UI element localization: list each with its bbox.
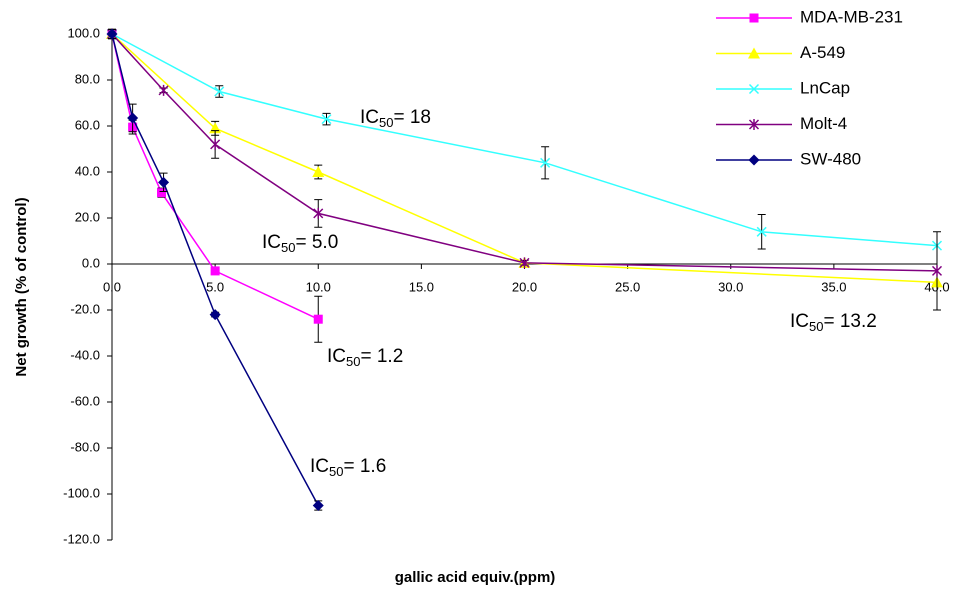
y-tick-label: -40.0 (70, 347, 100, 362)
x-tick-label: 10.0 (306, 279, 331, 294)
y-tick-label: 60.0 (75, 117, 100, 132)
annotation-label: IC (310, 456, 329, 477)
marker (209, 309, 221, 321)
x-tick-label: 20.0 (512, 279, 537, 294)
marker (313, 314, 323, 324)
annotation: IC50= 1.6 (310, 456, 386, 479)
y-tick-label: -20.0 (70, 301, 100, 316)
y-tick-label: 80.0 (75, 71, 100, 86)
annotation-subscript: 50 (281, 240, 295, 255)
legend-label: LnCap (800, 78, 850, 97)
y-tick-label: -100.0 (63, 485, 100, 500)
annotation: IC50= 1.2 (327, 346, 403, 369)
annotation-label: IC (262, 232, 281, 253)
annotation-text: = 13.2 (823, 311, 876, 332)
y-tick-label: 0.0 (82, 255, 100, 270)
marker (748, 47, 760, 59)
annotation-label: IC (360, 107, 379, 128)
marker (748, 119, 760, 130)
annotation-label: IC (327, 346, 346, 367)
marker (748, 83, 760, 95)
series-line (111, 33, 319, 320)
legend: MDA-MB-231 A-549 LnCap Molt-4 SW-480 (716, 7, 903, 168)
annotation-subscript: 50 (809, 319, 823, 334)
marker (157, 188, 166, 198)
marker (210, 266, 220, 276)
series (106, 28, 324, 511)
y-axis-label: Net growth (% of control) (13, 197, 30, 376)
marker (312, 500, 324, 511)
annotation-text: = 5.0 (295, 232, 338, 253)
y-tick-label: -120.0 (63, 531, 100, 546)
annotation: IC50= 13.2 (790, 311, 877, 334)
x-tick-label: 30.0 (718, 279, 743, 294)
marker (158, 84, 169, 96)
series-line (111, 33, 938, 247)
y-tick-label: 40.0 (75, 163, 100, 178)
annotation-label: IC (790, 311, 809, 332)
annotation-subscript: 50 (329, 464, 343, 479)
marker (158, 176, 170, 188)
marker (127, 112, 139, 124)
x-tick-label: 35.0 (821, 279, 846, 294)
x-tick-label: 0.0 (103, 279, 121, 294)
legend-label: A-549 (800, 43, 845, 62)
marker (214, 86, 225, 97)
legend-label: Molt-4 (800, 114, 847, 133)
y-tick-label: -80.0 (70, 439, 100, 454)
y-tick-label: 20.0 (75, 209, 100, 224)
marker (540, 157, 551, 168)
annotation-text: = 1.6 (343, 456, 386, 477)
annotation-text: = 1.2 (360, 346, 403, 367)
annotation-subscript: 50 (346, 354, 360, 369)
marker (756, 226, 767, 237)
marker (106, 28, 118, 40)
series-line (111, 33, 938, 272)
annotation-text: = 18 (393, 107, 431, 128)
x-tick-label: 5.0 (206, 279, 224, 294)
annotation-subscript: 50 (379, 115, 393, 130)
series (107, 29, 323, 343)
series (106, 28, 943, 311)
annotation: IC50= 5.0 (262, 232, 338, 255)
marker (748, 154, 760, 166)
marker (749, 13, 759, 23)
x-tick-label: 15.0 (409, 279, 434, 294)
marker (931, 265, 943, 277)
marker (312, 166, 325, 177)
marker (519, 257, 530, 269)
legend-label: MDA-MB-231 (800, 7, 903, 26)
series (106, 28, 943, 251)
x-tick-label: 25.0 (615, 279, 640, 294)
marker (313, 207, 324, 219)
legend-label: SW-480 (800, 149, 861, 168)
x-axis-label: gallic acid equiv.(ppm) (395, 569, 556, 586)
y-tick-label: 100.0 (67, 25, 100, 40)
marker (321, 114, 332, 125)
annotation: IC50= 18 (360, 107, 431, 130)
y-tick-label: -60.0 (70, 393, 100, 408)
marker (210, 138, 221, 150)
